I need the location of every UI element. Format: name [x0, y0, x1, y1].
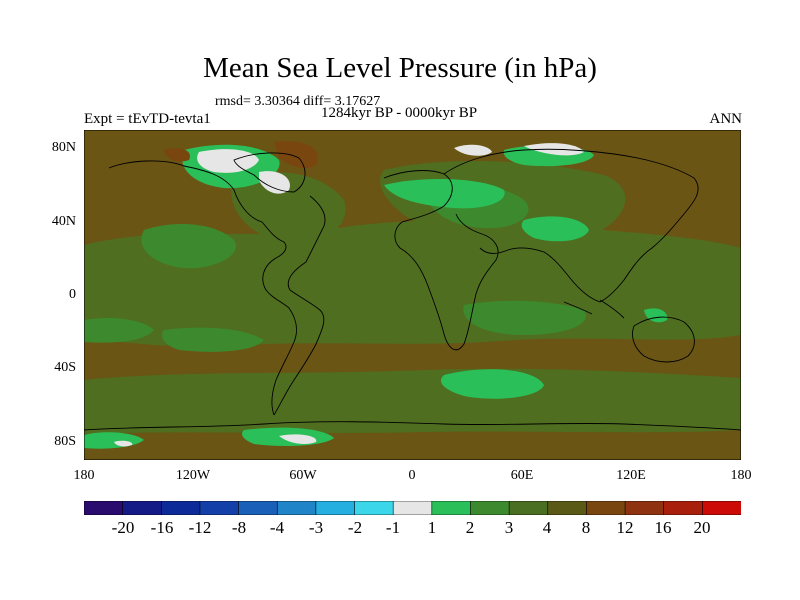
australia-coast — [632, 316, 695, 363]
colorbar-swatch — [470, 501, 510, 515]
colorbar-label: 2 — [465, 518, 475, 537]
lon-label-180w: 180 — [73, 468, 95, 483]
americas-west-coast — [108, 160, 297, 416]
colorbar-label: -16 — [150, 518, 174, 537]
stats-text: rmsd= 3.30364 diff= 3.17627 — [215, 94, 381, 109]
colorbar-swatch — [624, 501, 665, 515]
colorbar-swatch — [276, 501, 317, 515]
east-pacific-anomaly-2 — [84, 318, 154, 343]
map-title: Mean Sea Level Pressure (in hPa) — [203, 52, 597, 84]
colorbar — [84, 501, 741, 515]
canada-near-zero — [197, 149, 259, 173]
lon-label-60w: 60W — [289, 468, 317, 483]
indonesia-coast — [563, 299, 625, 319]
asia-anomaly-1 — [521, 216, 589, 242]
colorbar-swatch — [122, 501, 162, 515]
season-label: ANN — [709, 111, 743, 127]
lon-label-180e: 180 — [730, 468, 752, 483]
south-pacific-anomaly-2 — [162, 327, 264, 352]
alaska-high-anomaly — [164, 148, 190, 162]
antarctica-coast — [84, 421, 741, 431]
colorbar-swatch — [547, 501, 588, 515]
americas-east-coast — [273, 195, 326, 416]
greenland-near-zero — [259, 171, 290, 194]
colorbar-swatch — [392, 501, 433, 515]
pacific-anomaly-2 — [141, 224, 236, 269]
colorbar-label: 4 — [542, 518, 552, 537]
scandinavia-near-zero — [454, 144, 492, 156]
antarctic-near-zero — [279, 434, 317, 444]
colorbar-swatch — [160, 501, 201, 515]
lon-label-60e: 60E — [510, 468, 534, 483]
colorbar-swatch — [586, 501, 626, 515]
colorbar-label: -12 — [188, 518, 212, 537]
colorbar-label: -20 — [111, 518, 135, 537]
colorbar-swatch — [315, 501, 356, 515]
lat-label-40s: 40S — [54, 360, 76, 375]
period-text: 1284kyr BP - 0000kyr BP — [321, 105, 478, 121]
lon-label-0: 0 — [408, 468, 416, 483]
lon-label-120w: 120W — [175, 468, 211, 483]
colorbar-label: 8 — [581, 518, 591, 537]
africa-europe-coast — [383, 170, 499, 351]
colorbar-swatch — [199, 501, 240, 515]
colorbar-swatch — [238, 501, 278, 515]
colorbar-label: 20 — [693, 518, 711, 537]
experiment-label: Expt = tEvTD-tevta1 — [84, 111, 211, 127]
asia-coast — [443, 148, 699, 303]
south-atlantic-anomaly-1 — [440, 369, 544, 399]
indian-ocean-anomaly-2 — [463, 300, 586, 335]
colorbar-swatch — [702, 501, 741, 515]
colorbar-swatch — [431, 501, 472, 515]
colorbar-label: -1 — [385, 518, 401, 537]
greenland-coast — [233, 152, 306, 193]
lon-label-120e: 120E — [616, 468, 646, 483]
colorbar-swatch — [663, 501, 703, 515]
europe-anomaly-1 — [384, 178, 505, 209]
colorbar-label: 16 — [654, 518, 672, 537]
pressure-map — [84, 130, 741, 460]
colorbar-label: -4 — [269, 518, 285, 537]
colorbar-label: 1 — [427, 518, 437, 537]
colorbar-swatch — [84, 501, 124, 515]
lat-label-0: 0 — [69, 287, 76, 302]
ross-near-zero — [114, 440, 133, 447]
lat-label-80s: 80S — [54, 434, 76, 449]
lat-label-40n: 40N — [51, 214, 76, 229]
colorbar-swatch — [508, 501, 549, 515]
colorbar-swatch — [354, 501, 394, 515]
coastlines — [84, 148, 741, 431]
colorbar-label: 3 — [504, 518, 514, 537]
colorbar-label: -8 — [231, 518, 247, 537]
colorbar-label: -3 — [308, 518, 324, 537]
greenland-high-anomaly — [274, 141, 318, 169]
southern-anomaly-band — [84, 368, 741, 434]
north-atlantic-anomaly — [231, 172, 346, 243]
colorbar-label: -2 — [347, 518, 363, 537]
colorbar-label: 12 — [616, 518, 634, 537]
lat-label-80n: 80N — [51, 140, 76, 155]
